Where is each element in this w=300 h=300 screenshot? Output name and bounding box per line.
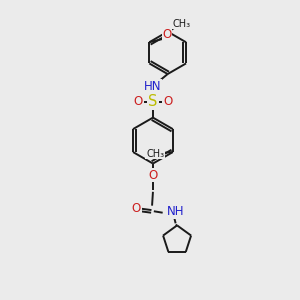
Text: O: O: [148, 169, 158, 182]
Text: CH₃: CH₃: [146, 148, 164, 158]
Text: O: O: [163, 95, 172, 108]
Text: HN: HN: [144, 80, 161, 93]
Text: O: O: [131, 202, 141, 214]
Text: O: O: [134, 95, 143, 108]
Text: S: S: [148, 94, 158, 109]
Text: CH₃: CH₃: [172, 19, 191, 29]
Text: NH: NH: [167, 205, 185, 218]
Text: O: O: [162, 28, 172, 41]
